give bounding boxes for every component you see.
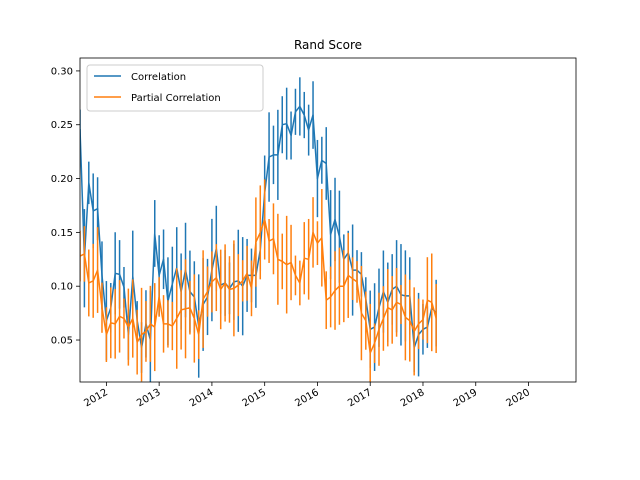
legend-label-0: Correlation — [131, 72, 186, 83]
y-tick-label: 0.05 — [51, 336, 73, 347]
series-group-1 — [80, 179, 437, 382]
y-tick-label: 0.10 — [51, 282, 73, 293]
legend: Correlation Partial Correlation — [86, 64, 264, 112]
series-line — [80, 105, 437, 349]
y-tick-label: 0.25 — [51, 120, 73, 131]
legend-box — [86, 64, 264, 112]
y-tick-label: 0.20 — [51, 174, 73, 185]
legend-label-1: Partial Correlation — [131, 93, 221, 104]
y-tick-label: 0.30 — [51, 66, 73, 77]
y-tick-label: 0.15 — [51, 228, 73, 239]
axes-frame — [79, 57, 577, 383]
series-line — [80, 218, 437, 354]
chart-title: Rand Score — [294, 38, 362, 52]
